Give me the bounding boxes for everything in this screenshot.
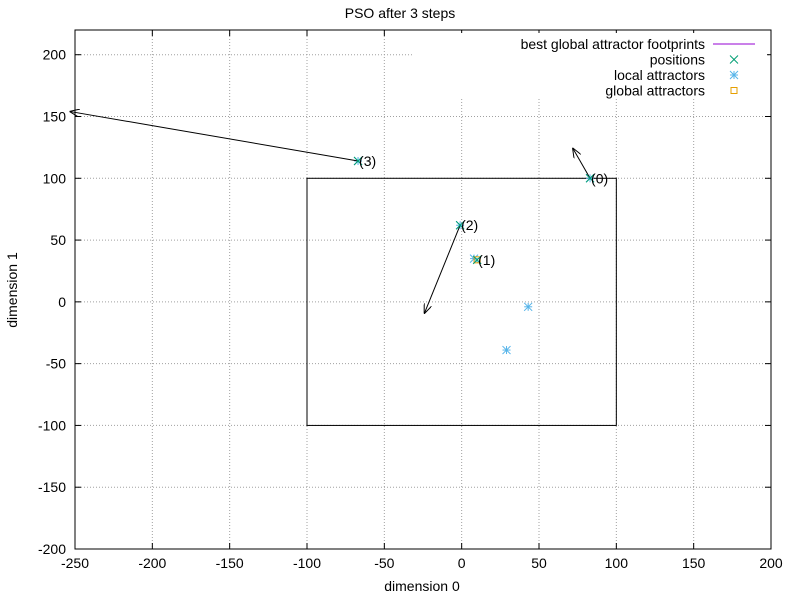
y-tick-label: -200	[38, 541, 66, 557]
x-tick-label: -50	[374, 555, 394, 571]
legend-label: local attractors	[614, 67, 705, 83]
plot-border	[74, 29, 772, 550]
x-axis-label: dimension 0	[384, 578, 460, 594]
x-tick-label: 100	[605, 555, 629, 571]
position-point	[455, 220, 465, 230]
y-tick-label: 50	[50, 232, 66, 248]
legend-positions-swatch	[729, 55, 739, 64]
position-point	[585, 173, 595, 183]
legend-local-swatch	[729, 70, 739, 80]
y-tick-label: 200	[43, 47, 67, 63]
x-stroke	[455, 220, 465, 230]
velocity-arrow	[573, 149, 591, 179]
legend-label: global attractors	[605, 83, 705, 99]
legend-label: positions	[650, 52, 705, 68]
y-tick-label: 150	[43, 109, 67, 125]
position-point	[472, 255, 482, 265]
x-tick-label: -250	[61, 555, 89, 571]
particle-label: (0)	[591, 170, 608, 186]
data-layer: (0) (1) (2) (3)	[70, 112, 608, 355]
x-tick-label: 50	[531, 555, 547, 571]
x-tick-label: -150	[216, 555, 244, 571]
x-stroke	[729, 55, 739, 64]
position-point	[353, 156, 363, 166]
y-tick-label: 100	[43, 170, 67, 186]
velocity-arrow	[425, 225, 461, 313]
particle-label: (1)	[478, 252, 495, 268]
x-stroke	[353, 156, 363, 166]
y-tick-label: -100	[38, 417, 66, 433]
y-tick-label: -150	[38, 479, 66, 495]
x-tick-label: -100	[293, 555, 321, 571]
search-bounds-rect	[306, 177, 617, 426]
legend: best global attractor footprintsposition…	[521, 36, 755, 99]
x-tick-label: -200	[138, 555, 166, 571]
legend-label: best global attractor footprints	[521, 36, 705, 52]
y-tick-label: -50	[46, 356, 66, 372]
x-tick-label: 150	[682, 555, 706, 571]
local-attractor-point	[502, 345, 511, 355]
particle-label: (3)	[359, 153, 376, 169]
x-stroke	[585, 173, 595, 183]
x-tick-label: 200	[759, 555, 783, 571]
global-attractor-point	[473, 256, 481, 264]
velocity-arrow	[70, 112, 359, 162]
x-tick-label: 0	[458, 555, 466, 571]
y-tick-label: 0	[58, 294, 66, 310]
legend-background	[412, 33, 767, 97]
bounds-box	[306, 177, 617, 426]
axes: -250 -200 -150 -100 -50 0 50 100 150 200-200-150-…	[38, 29, 783, 571]
legend-global-swatch	[730, 87, 738, 94]
y-axis-label: dimension 1	[4, 252, 20, 328]
particle-label: (2)	[461, 217, 478, 233]
local-attractor-point	[523, 302, 533, 312]
chart-title: PSO after 3 steps	[345, 5, 456, 21]
x-stroke	[472, 255, 482, 265]
